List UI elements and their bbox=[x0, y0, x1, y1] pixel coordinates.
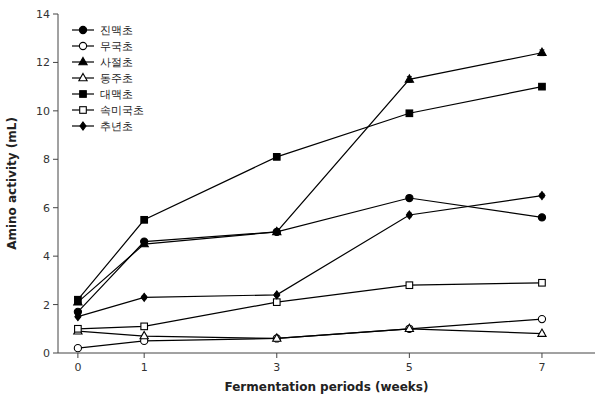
point bbox=[406, 211, 412, 219]
series-line bbox=[78, 53, 542, 302]
point bbox=[406, 325, 413, 332]
legend-label: 속미국초 bbox=[100, 104, 144, 117]
legend-marker bbox=[80, 91, 87, 98]
y-tick bbox=[53, 353, 58, 354]
point bbox=[75, 296, 82, 303]
y-tick-label: 8 bbox=[43, 153, 50, 166]
error-bar bbox=[274, 154, 279, 159]
point bbox=[406, 282, 413, 289]
y-tick-label: 0 bbox=[43, 347, 50, 360]
series-line bbox=[78, 329, 542, 339]
legend-label: 무국초 bbox=[100, 40, 133, 53]
point bbox=[74, 345, 81, 352]
point bbox=[141, 293, 147, 301]
point bbox=[273, 154, 280, 161]
point bbox=[273, 299, 280, 306]
y-tick bbox=[53, 110, 58, 111]
legend-marker bbox=[79, 57, 87, 64]
point bbox=[539, 279, 546, 286]
legend-label: 추년초 bbox=[100, 120, 133, 133]
y-tick bbox=[53, 256, 58, 257]
point bbox=[273, 335, 280, 342]
legend: 진맥초무국초사절초동주초대맥초속미국초추년초 bbox=[72, 24, 144, 133]
series-line bbox=[78, 87, 542, 300]
legend-label: 진맥초 bbox=[100, 24, 133, 37]
series bbox=[75, 192, 545, 321]
chart: 0 2 4 6 8 10 12 14 0 1 3 5 7 Fermentation periods (we… bbox=[0, 0, 611, 401]
x-axis-line bbox=[58, 353, 595, 354]
point bbox=[538, 316, 545, 323]
x-tick-label: 3 bbox=[273, 361, 280, 374]
point bbox=[141, 217, 148, 224]
y-tick bbox=[53, 14, 58, 15]
legend-marker bbox=[79, 26, 86, 33]
y-tick bbox=[53, 159, 58, 160]
series bbox=[74, 316, 545, 352]
point bbox=[405, 75, 413, 82]
y-tick bbox=[53, 207, 58, 208]
y-tick-label: 6 bbox=[43, 202, 50, 215]
point bbox=[75, 325, 82, 332]
x-tick-label: 1 bbox=[141, 361, 148, 374]
series-line bbox=[78, 283, 542, 329]
series-line bbox=[78, 196, 542, 317]
legend-label: 동주초 bbox=[100, 72, 133, 85]
legend-marker bbox=[80, 122, 86, 130]
point bbox=[75, 313, 81, 321]
y-tick-label: 4 bbox=[43, 250, 50, 263]
y-tick bbox=[53, 62, 58, 63]
legend-label: 사절초 bbox=[100, 56, 133, 69]
series bbox=[75, 83, 546, 303]
point bbox=[538, 329, 546, 336]
point bbox=[274, 291, 280, 299]
x-tick bbox=[77, 353, 78, 358]
legend-marker bbox=[80, 107, 87, 114]
point bbox=[406, 194, 413, 201]
x-tick bbox=[541, 353, 542, 358]
error-bar bbox=[407, 111, 412, 116]
series bbox=[74, 194, 545, 315]
error-bar bbox=[539, 84, 544, 89]
legend-label: 대맥초 bbox=[100, 88, 133, 101]
x-axis-label: Fermentation periods (weeks) bbox=[225, 380, 429, 394]
legend-marker bbox=[79, 73, 87, 80]
series bbox=[74, 48, 546, 305]
series bbox=[75, 279, 546, 332]
point bbox=[140, 331, 148, 338]
axes: 0 2 4 6 8 10 12 14 0 1 3 5 7 bbox=[36, 8, 595, 374]
series-line bbox=[78, 319, 542, 348]
point bbox=[405, 324, 413, 331]
point bbox=[539, 192, 545, 200]
x-tick-label: 5 bbox=[406, 361, 413, 374]
point bbox=[406, 110, 413, 117]
x-tick bbox=[276, 353, 277, 358]
y-axis-label: Amino activity (mL) bbox=[5, 117, 19, 250]
point bbox=[140, 239, 148, 246]
y-tick-label: 10 bbox=[36, 105, 50, 118]
y-tick-label: 2 bbox=[43, 299, 50, 312]
series-line bbox=[78, 198, 542, 312]
point bbox=[539, 83, 546, 90]
x-tick-label: 7 bbox=[538, 361, 545, 374]
y-axis-line bbox=[58, 14, 59, 353]
point bbox=[538, 214, 545, 221]
x-tick-label: 0 bbox=[74, 361, 81, 374]
y-tick-label: 14 bbox=[36, 8, 50, 21]
point bbox=[273, 334, 281, 341]
point bbox=[273, 227, 281, 234]
point bbox=[141, 323, 148, 330]
y-tick-label: 12 bbox=[36, 56, 50, 69]
legend-marker bbox=[79, 42, 86, 49]
y-tick bbox=[53, 304, 58, 305]
plot-area bbox=[74, 48, 546, 352]
x-tick bbox=[144, 353, 145, 358]
point bbox=[538, 48, 546, 55]
x-tick bbox=[409, 353, 410, 358]
